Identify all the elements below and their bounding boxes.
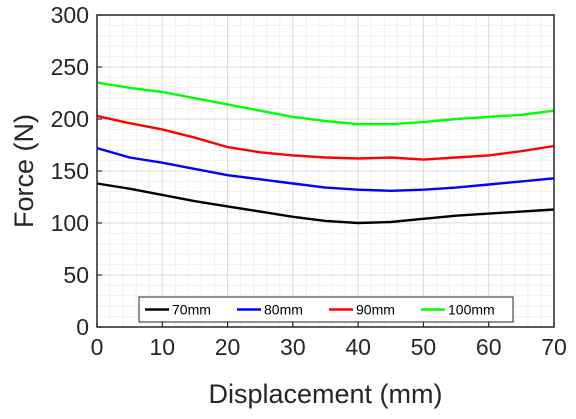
x-tick-label: 40 (345, 334, 371, 360)
y-tick-label: 300 (51, 2, 89, 28)
series-line-80mm (96, 146, 555, 193)
legend-entry-100mm: 100mm (448, 302, 495, 318)
ticks-layer: 0 10 20 30 40 50 60 70 0 50 100 150 200 250 300 (51, 2, 567, 360)
x-tick-label: 70 (541, 334, 567, 360)
x-tick-label: 60 (476, 334, 502, 360)
legend-entry-70mm: 70mm (172, 302, 211, 318)
y-tick-label: 250 (51, 54, 89, 80)
x-tick-label: 50 (411, 334, 437, 360)
y-tick-label: 200 (51, 106, 89, 132)
y-tick-label: 150 (51, 158, 89, 184)
series-layer (96, 81, 555, 225)
series-line-70mm (96, 182, 555, 225)
x-tick-label: 30 (280, 334, 306, 360)
series-line-90mm (96, 114, 555, 161)
y-tick-label: 50 (63, 262, 89, 288)
y-axis-label: Force (N) (9, 114, 39, 228)
legend-entry-90mm: 90mm (356, 302, 395, 318)
legend-entry-80mm: 80mm (264, 302, 303, 318)
x-tick-label: 20 (215, 334, 241, 360)
x-tick-label: 0 (91, 334, 104, 360)
y-tick-label: 0 (76, 314, 89, 340)
legend: 70mm 80mm 90mm 100mm (138, 296, 514, 323)
series-line-100mm (96, 81, 555, 126)
x-axis-label: Displacement (mm) (208, 379, 442, 409)
x-tick-label: 10 (149, 334, 175, 360)
y-tick-label: 100 (51, 210, 89, 236)
legend-box (138, 296, 514, 323)
